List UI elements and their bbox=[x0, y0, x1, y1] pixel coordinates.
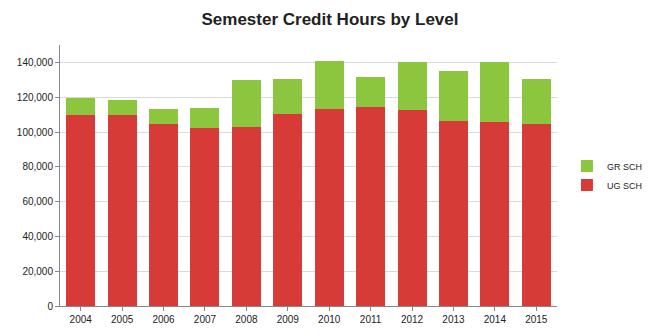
svg-text:2015: 2015 bbox=[525, 314, 548, 325]
svg-text:0: 0 bbox=[47, 301, 53, 312]
svg-text:140,000: 140,000 bbox=[17, 57, 54, 68]
svg-text:UG SCH: UG SCH bbox=[607, 181, 642, 191]
svg-text:2011: 2011 bbox=[360, 314, 382, 325]
svg-text:2004: 2004 bbox=[70, 314, 93, 325]
svg-text:2005: 2005 bbox=[111, 314, 134, 325]
svg-text:2008: 2008 bbox=[235, 314, 258, 325]
svg-text:20,000: 20,000 bbox=[22, 266, 53, 277]
svg-text:2007: 2007 bbox=[194, 314, 217, 325]
svg-text:2006: 2006 bbox=[152, 314, 175, 325]
svg-text:40,000: 40,000 bbox=[22, 231, 53, 242]
svg-text:2010: 2010 bbox=[318, 314, 341, 325]
svg-text:120,000: 120,000 bbox=[17, 92, 54, 103]
svg-text:Semester Credit Hours by Level: Semester Credit Hours by Level bbox=[202, 10, 459, 29]
svg-text:GR SCH: GR SCH bbox=[607, 162, 642, 172]
svg-text:100,000: 100,000 bbox=[17, 127, 54, 138]
svg-text:2012: 2012 bbox=[401, 314, 424, 325]
svg-text:2013: 2013 bbox=[442, 314, 465, 325]
svg-text:80,000: 80,000 bbox=[22, 161, 53, 172]
svg-text:2009: 2009 bbox=[277, 314, 300, 325]
svg-text:2014: 2014 bbox=[484, 314, 507, 325]
svg-text:60,000: 60,000 bbox=[22, 196, 53, 207]
